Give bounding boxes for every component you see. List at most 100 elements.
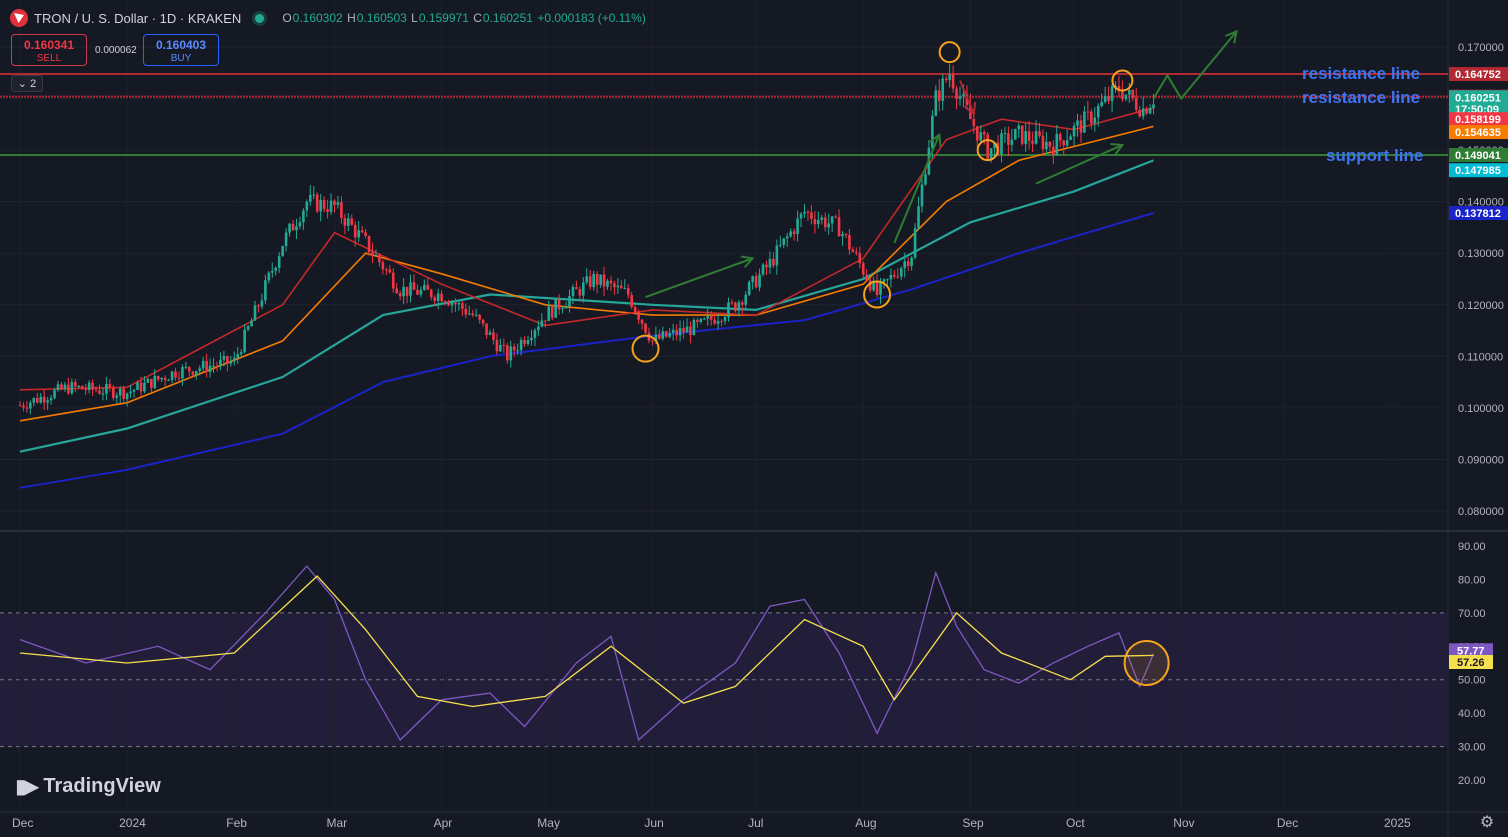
candle-body	[955, 88, 958, 99]
candle-body	[70, 382, 74, 394]
indicators-toggle[interactable]: ⌄ 2	[11, 75, 43, 92]
candle-body	[1055, 133, 1059, 155]
candle-body	[744, 294, 748, 305]
price-tick-label: 0.090000	[1458, 454, 1504, 466]
candle-body	[371, 252, 374, 255]
candle-body	[305, 201, 309, 211]
tradingview-logo[interactable]: ▮▶ TradingView	[15, 774, 161, 799]
candle-body	[937, 90, 941, 101]
ma-mid-line	[19, 125, 1154, 422]
candle-body	[505, 345, 509, 361]
candle-body	[685, 326, 689, 333]
rsi-tick-label: 20.00	[1458, 775, 1486, 787]
candle-body	[56, 384, 60, 391]
candle-body	[146, 378, 150, 383]
candle-body	[288, 223, 291, 233]
candle-body	[765, 264, 768, 268]
candle-body	[429, 289, 433, 298]
red-arrow-head	[963, 101, 977, 116]
candle-body	[986, 134, 989, 159]
candle-body	[585, 276, 589, 283]
candle-body	[958, 96, 962, 99]
candle-body	[205, 360, 208, 372]
candle-body	[734, 302, 737, 311]
candle-body	[924, 174, 927, 185]
green-arrow	[893, 134, 941, 244]
ma-long-line	[19, 212, 1154, 489]
candle-body	[208, 365, 212, 372]
candle-body	[250, 320, 253, 327]
candle-body	[333, 200, 336, 206]
market-status-icon[interactable]	[255, 13, 265, 23]
candle-body	[42, 396, 46, 403]
candle-body	[751, 276, 754, 283]
candle-body	[827, 223, 830, 228]
candle-body	[716, 320, 720, 324]
chevron-down-icon: ⌄	[17, 78, 31, 90]
candle-body	[1038, 131, 1041, 136]
candle-body	[73, 382, 77, 387]
candle-body	[675, 329, 678, 336]
candle-body	[160, 377, 163, 380]
candle-body	[1134, 98, 1138, 110]
highlight-circle	[863, 280, 892, 309]
candle-body	[654, 334, 658, 341]
candle-body	[844, 234, 848, 236]
price-badge	[1449, 125, 1508, 140]
candle-body	[906, 261, 910, 267]
candle-body	[893, 274, 896, 277]
ma-fast-line	[19, 107, 1154, 391]
candle-body	[1096, 106, 1100, 118]
symbol-header: TRON / U. S. Dollar · 1D · KRAKEN O0.160…	[10, 9, 647, 27]
candle-body	[409, 282, 412, 296]
sell-button[interactable]: 0.160341 SELL	[11, 34, 87, 66]
candle-body	[1034, 131, 1038, 144]
candle-body	[1103, 96, 1107, 102]
candle-body	[170, 371, 174, 381]
candle-body	[910, 257, 913, 267]
candle-body	[267, 272, 271, 281]
candle-body	[336, 202, 340, 206]
candle-body	[609, 280, 613, 284]
candle-body	[49, 398, 53, 401]
candle-body	[913, 228, 917, 258]
time-tick-label: May	[537, 816, 560, 830]
candle-body	[322, 199, 326, 210]
candle-body	[122, 388, 125, 400]
candle-body	[543, 320, 547, 322]
candle-body	[215, 365, 219, 367]
candle-body	[502, 345, 506, 347]
symbol-title[interactable]: TRON / U. S. Dollar · 1D · KRAKEN	[34, 10, 242, 26]
gear-icon[interactable]: ⚙	[1479, 814, 1495, 831]
buy-button[interactable]: 0.160403 BUY	[143, 34, 219, 66]
candle-body	[447, 302, 450, 306]
candle-body	[934, 90, 938, 116]
candle-body	[706, 315, 710, 319]
candle-body	[125, 393, 129, 400]
candle-body	[537, 326, 540, 331]
candle-body	[360, 230, 364, 233]
rsi-tick-label: 80.00	[1458, 574, 1486, 586]
price-badge	[1449, 90, 1508, 105]
candle-body	[492, 332, 495, 340]
candle-body	[948, 74, 951, 81]
candle-body	[661, 331, 665, 339]
candle-body	[848, 235, 851, 250]
candle-body	[129, 391, 132, 394]
green-arrow-head	[740, 255, 755, 269]
green-arrow-head	[1110, 143, 1125, 156]
rsi-ma-badge	[1449, 654, 1493, 669]
candle-body	[664, 331, 668, 337]
candle-body	[454, 302, 457, 305]
candle-body	[270, 270, 274, 273]
candle-body	[588, 276, 592, 288]
sell-price: 0.160341	[23, 38, 75, 52]
red-arrow	[959, 80, 975, 115]
candle-body	[782, 238, 786, 245]
candle-body	[471, 313, 475, 316]
candle-body	[412, 282, 416, 290]
candle-body	[841, 234, 844, 237]
candle-body	[785, 236, 789, 239]
candle-body	[18, 405, 22, 407]
